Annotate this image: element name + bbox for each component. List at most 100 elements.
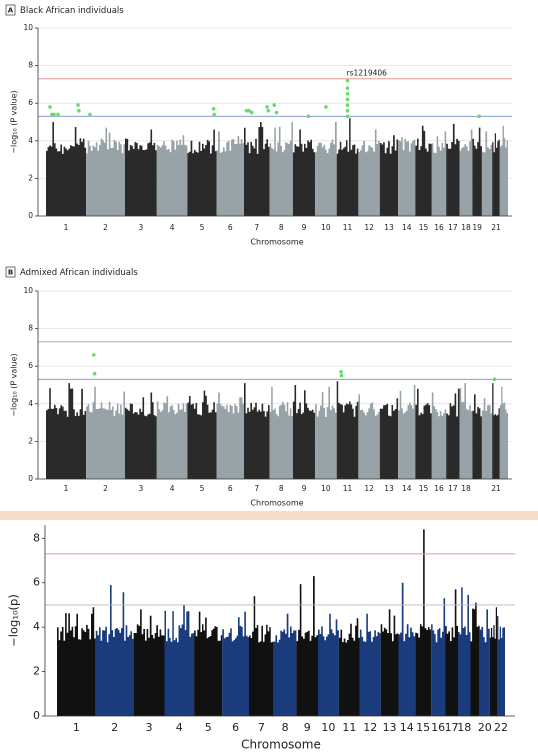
x-tick-label: 21	[491, 223, 501, 232]
chromosome-mass	[415, 529, 432, 716]
x-tick-label: 9	[304, 721, 311, 734]
y-tick-label: 8	[28, 324, 33, 333]
chromosome-mass	[86, 127, 125, 216]
x-tick-label: 14	[402, 223, 412, 232]
significant-point	[345, 108, 350, 113]
panel-label: A	[8, 7, 14, 15]
significant-point	[345, 114, 350, 119]
significant-point	[345, 97, 350, 102]
chromosome-mass	[431, 392, 447, 479]
x-tick-label: 20	[478, 721, 492, 734]
chromosome-mass	[336, 381, 359, 479]
panel-title: Black African individuals	[20, 6, 124, 16]
significant-point	[211, 107, 216, 111]
y-tick-label: 0	[28, 211, 33, 220]
x-tick-label: 17	[448, 484, 458, 493]
chromosome-mass	[445, 589, 458, 716]
chromosome-mass	[46, 383, 87, 479]
chromosome-mass	[46, 122, 87, 216]
chromosome-mass	[315, 122, 337, 216]
chromosome-mass	[398, 137, 416, 216]
x-tick-label: 14	[400, 721, 414, 734]
y-axis-title: −log₁₀ (P value)	[10, 90, 19, 153]
y-tick-label: 0	[33, 709, 40, 722]
chromosome-mass	[244, 122, 270, 216]
significant-point	[76, 103, 80, 107]
chromosome-mass	[216, 392, 244, 479]
chromosome-mass	[338, 618, 360, 716]
significant-point	[52, 112, 56, 117]
chromosome-mass	[125, 129, 157, 216]
chromosome-mass	[222, 611, 249, 716]
x-tick-label: 2	[103, 223, 108, 232]
chromosome-mass	[492, 133, 500, 216]
significant-point	[477, 114, 481, 119]
significant-point	[249, 110, 254, 115]
x-tick-label: 3	[139, 484, 144, 493]
chromosome-mass	[244, 383, 270, 479]
x-tick-label: 6	[228, 484, 233, 493]
x-tick-label: 8	[279, 223, 284, 232]
chromosome-mass	[292, 129, 316, 216]
x-tick-label: 18	[461, 223, 471, 232]
significant-point	[265, 105, 269, 109]
x-tick-label: 3	[146, 721, 153, 734]
x-tick-label: 10	[321, 223, 331, 232]
chromosome-mass	[380, 609, 399, 716]
significant-point	[492, 377, 497, 382]
y-tick-label: 2	[28, 436, 33, 445]
y-tick-label: 4	[28, 136, 33, 145]
significant-point	[92, 353, 96, 357]
significant-point	[212, 112, 216, 117]
x-tick-label: 12	[363, 721, 377, 734]
x-tick-label: 4	[170, 223, 175, 232]
x-tick-label: 4	[176, 721, 183, 734]
y-axis-title: −log₁₀(p)	[7, 594, 21, 647]
chromosome-mass	[472, 127, 482, 216]
x-tick-label: 18	[461, 484, 471, 493]
x-tick-label: 13	[384, 223, 394, 232]
chromosome-mass	[398, 385, 416, 479]
significant-point	[345, 92, 350, 96]
chromosome-mass	[187, 129, 217, 216]
chromosome-mass	[292, 385, 316, 479]
x-tick-label: 8	[282, 721, 289, 734]
y-tick-label: 10	[23, 286, 33, 295]
x-tick-label: 17	[448, 223, 458, 232]
x-tick-label: 9	[302, 223, 307, 232]
chromosome-mass	[315, 386, 337, 479]
significant-point	[339, 370, 343, 374]
chromosome-mass	[415, 388, 432, 479]
y-tick-label: 4	[28, 399, 33, 408]
x-tick-label: 16	[431, 721, 445, 734]
chromosome-mass	[125, 392, 157, 479]
y-tick-label: 6	[28, 361, 33, 370]
x-tick-label: 17	[445, 721, 459, 734]
chromosome-mass	[359, 613, 381, 716]
annotation: rs1219406	[347, 69, 388, 78]
x-tick-label: 2	[103, 484, 108, 493]
x-tick-label: 12	[364, 484, 374, 493]
significant-point	[274, 110, 279, 115]
chromosome-mass	[499, 386, 508, 479]
x-tick-label: 22	[494, 721, 508, 734]
x-tick-label: 7	[254, 484, 259, 493]
x-tick-label: 4	[170, 484, 175, 493]
significant-point	[92, 371, 97, 376]
x-tick-label: 2	[111, 721, 118, 734]
significant-point	[324, 105, 328, 109]
significant-point	[266, 108, 271, 113]
x-axis-title: Chromosome	[250, 238, 303, 247]
x-axis-title: Chromosome	[241, 738, 321, 752]
chromosome-mass	[497, 616, 505, 716]
significant-point	[339, 373, 344, 378]
chromosome-mass	[499, 125, 508, 216]
x-tick-label: 6	[228, 223, 233, 232]
panel-label: B	[8, 269, 13, 277]
chromosome-mass	[470, 602, 480, 716]
chromosome-mass	[269, 386, 293, 479]
significant-point	[77, 108, 81, 113]
y-tick-label: 4	[33, 620, 40, 633]
